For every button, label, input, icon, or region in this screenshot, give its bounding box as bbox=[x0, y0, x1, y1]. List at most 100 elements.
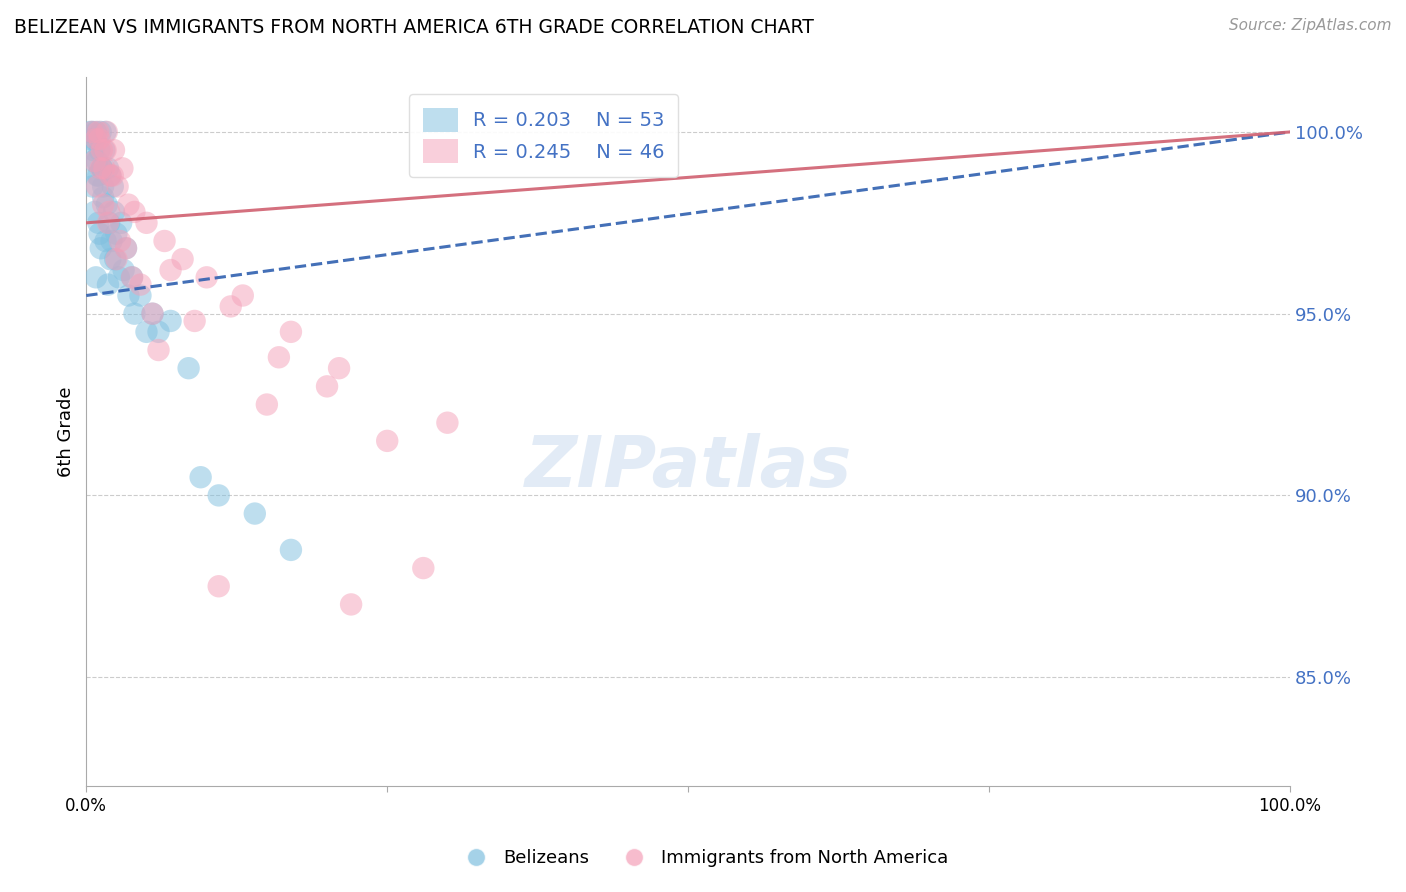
Point bbox=[124, 307, 146, 321]
Point bbox=[172, 252, 194, 267]
Point bbox=[87, 125, 110, 139]
Point bbox=[243, 507, 266, 521]
Point bbox=[108, 234, 131, 248]
Point bbox=[153, 234, 176, 248]
Point bbox=[90, 161, 112, 176]
Point bbox=[86, 154, 108, 169]
Legend: Belizeans, Immigrants from North America: Belizeans, Immigrants from North America bbox=[450, 842, 956, 874]
Point bbox=[105, 252, 128, 267]
Point bbox=[98, 216, 121, 230]
Point bbox=[83, 205, 105, 219]
Point bbox=[97, 216, 120, 230]
Point bbox=[121, 270, 143, 285]
Point bbox=[159, 314, 181, 328]
Point bbox=[93, 143, 115, 157]
Point bbox=[96, 197, 118, 211]
Point bbox=[208, 488, 231, 502]
Point bbox=[87, 169, 110, 183]
Point bbox=[208, 579, 231, 593]
Point bbox=[280, 542, 302, 557]
Point bbox=[115, 241, 138, 255]
Point bbox=[148, 343, 170, 357]
Point bbox=[91, 179, 114, 194]
Point bbox=[83, 154, 105, 169]
Point bbox=[84, 132, 107, 146]
Point bbox=[436, 416, 458, 430]
Point bbox=[129, 277, 152, 292]
Point bbox=[316, 379, 339, 393]
Point bbox=[129, 288, 152, 302]
Point bbox=[91, 143, 114, 157]
Point bbox=[340, 598, 363, 612]
Point bbox=[96, 125, 118, 139]
Point bbox=[86, 169, 108, 183]
Point bbox=[86, 179, 108, 194]
Point bbox=[79, 125, 101, 139]
Point bbox=[267, 351, 290, 365]
Point bbox=[91, 161, 114, 176]
Point bbox=[104, 252, 127, 267]
Point bbox=[91, 161, 114, 176]
Point bbox=[98, 169, 121, 183]
Point bbox=[328, 361, 350, 376]
Point bbox=[101, 179, 124, 194]
Point bbox=[107, 179, 129, 194]
Point bbox=[232, 288, 254, 302]
Point bbox=[87, 216, 110, 230]
Point bbox=[124, 205, 146, 219]
Point bbox=[89, 227, 111, 241]
Point bbox=[83, 143, 105, 157]
Point bbox=[91, 190, 114, 204]
Point bbox=[98, 252, 121, 267]
Point bbox=[94, 143, 117, 157]
Point bbox=[103, 143, 125, 157]
Point bbox=[117, 197, 139, 211]
Point bbox=[256, 398, 278, 412]
Point bbox=[97, 277, 120, 292]
Point bbox=[135, 325, 157, 339]
Point bbox=[103, 205, 125, 219]
Point bbox=[107, 270, 129, 285]
Point bbox=[90, 125, 112, 139]
Legend: R = 0.203    N = 53, R = 0.245    N = 46: R = 0.203 N = 53, R = 0.245 N = 46 bbox=[409, 95, 678, 177]
Point bbox=[141, 307, 163, 321]
Text: BELIZEAN VS IMMIGRANTS FROM NORTH AMERICA 6TH GRADE CORRELATION CHART: BELIZEAN VS IMMIGRANTS FROM NORTH AMERIC… bbox=[14, 18, 814, 37]
Point bbox=[93, 161, 115, 176]
Y-axis label: 6th Grade: 6th Grade bbox=[58, 386, 75, 477]
Point bbox=[115, 241, 138, 255]
Point bbox=[112, 263, 135, 277]
Point bbox=[105, 227, 128, 241]
Point bbox=[94, 125, 117, 139]
Point bbox=[219, 300, 242, 314]
Point bbox=[83, 132, 105, 146]
Point bbox=[97, 161, 120, 176]
Point bbox=[80, 132, 103, 146]
Text: ZIPatlas: ZIPatlas bbox=[524, 433, 852, 501]
Point bbox=[90, 241, 112, 255]
Point bbox=[94, 234, 117, 248]
Point bbox=[111, 161, 134, 176]
Point bbox=[82, 179, 104, 194]
Point bbox=[117, 288, 139, 302]
Point bbox=[177, 361, 200, 376]
Point bbox=[412, 561, 434, 575]
Point bbox=[101, 169, 124, 183]
Point bbox=[100, 234, 122, 248]
Point bbox=[135, 216, 157, 230]
Point bbox=[280, 325, 302, 339]
Point bbox=[110, 216, 132, 230]
Point bbox=[121, 270, 143, 285]
Point bbox=[183, 314, 205, 328]
Point bbox=[84, 125, 107, 139]
Text: Source: ZipAtlas.com: Source: ZipAtlas.com bbox=[1229, 18, 1392, 33]
Point bbox=[82, 125, 104, 139]
Point bbox=[195, 270, 218, 285]
Point bbox=[89, 143, 111, 157]
Point bbox=[159, 263, 181, 277]
Point bbox=[148, 325, 170, 339]
Point bbox=[375, 434, 398, 448]
Point bbox=[82, 125, 104, 139]
Point bbox=[91, 197, 114, 211]
Point bbox=[84, 270, 107, 285]
Point bbox=[89, 132, 111, 146]
